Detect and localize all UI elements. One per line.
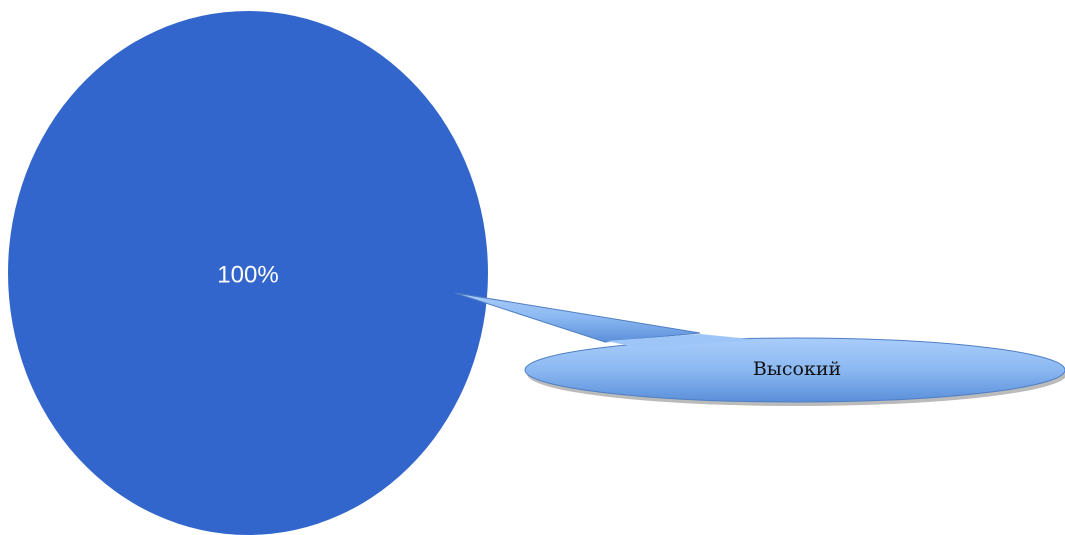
callout: Высокий (454, 292, 1065, 406)
callout-bubble (524, 337, 1065, 403)
callout-pointer (454, 292, 701, 343)
category-label: Высокий (753, 358, 841, 380)
pie-slice (8, 11, 488, 535)
pie: 100% (8, 11, 488, 535)
value-label: 100% (217, 261, 278, 288)
callout-join (606, 334, 760, 348)
